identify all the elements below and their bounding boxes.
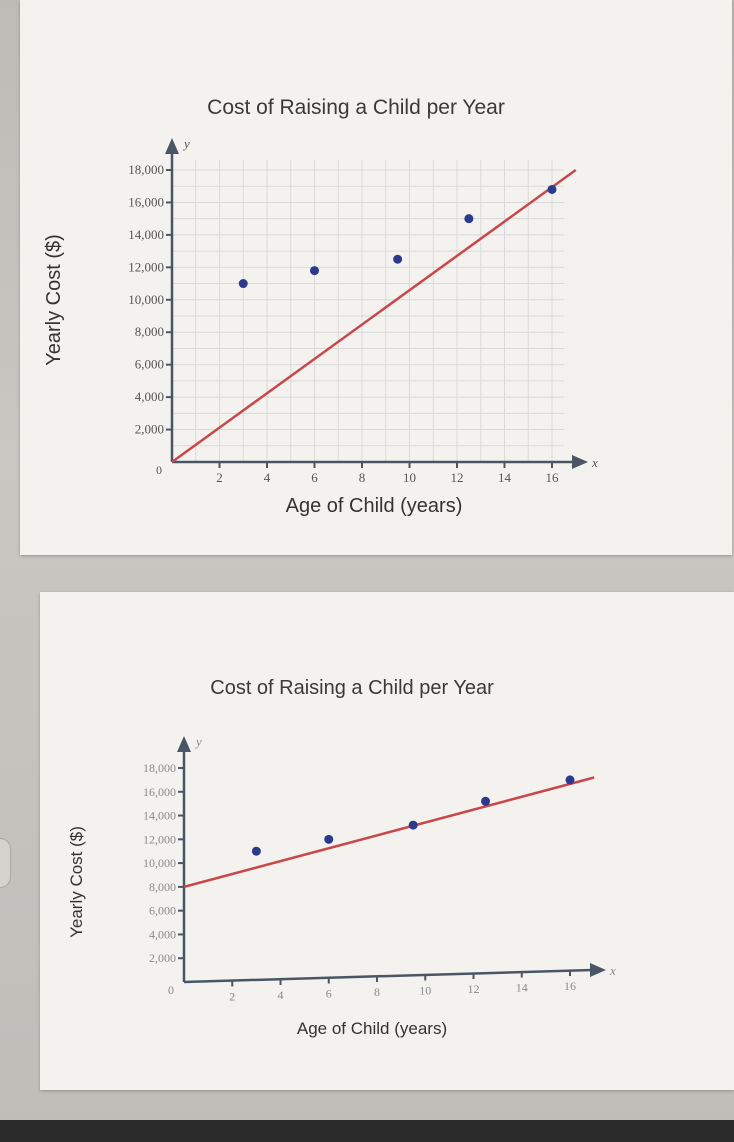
data-point xyxy=(481,796,491,806)
scatter-chart-1: Cost of Raising a Child per Year y x 0 2,000… xyxy=(43,96,598,517)
y-tick-label: 4,000 xyxy=(149,927,176,941)
y-tick-label: 6,000 xyxy=(135,357,164,372)
y-tick-label: 16,000 xyxy=(128,194,164,209)
x-tick-label: 12 xyxy=(451,470,464,485)
data-point xyxy=(324,834,334,844)
trend-line xyxy=(171,168,577,464)
y-tick-label: 2,000 xyxy=(149,951,176,965)
x-tick-label: 14 xyxy=(498,470,512,485)
trend-line xyxy=(183,776,595,889)
y-axis-label: Yearly Cost ($) xyxy=(67,826,86,938)
origin-label: 0 xyxy=(168,983,174,997)
chart-title: Cost of Raising a Child per Year xyxy=(207,96,505,119)
x-tick-label: 4 xyxy=(264,470,271,485)
side-tab xyxy=(0,838,11,888)
x-tick-label: 4 xyxy=(278,988,284,1002)
y-tick-label: 10,000 xyxy=(128,292,164,307)
x-tick-label: 12 xyxy=(468,982,480,996)
x-tick-label: 2 xyxy=(229,990,235,1004)
chart-title: Cost of Raising a Child per Year xyxy=(210,677,494,699)
y-tick-label: 12,000 xyxy=(143,832,176,846)
y-tick-label: 16,000 xyxy=(143,785,176,799)
y-axis-arrow-icon xyxy=(165,138,179,154)
bottom-bezel xyxy=(0,1120,734,1142)
x-tick-label: 10 xyxy=(403,470,416,485)
x-axis-arrow-icon xyxy=(590,963,606,977)
data-point xyxy=(393,254,403,264)
x-tick-label: 8 xyxy=(359,470,366,485)
x-tick-label: 14 xyxy=(516,981,528,995)
origin-label: 0 xyxy=(156,463,162,477)
y-tick-label: 8,000 xyxy=(135,324,164,339)
x-tick-label: 6 xyxy=(326,987,332,1001)
x-tick-label: 2 xyxy=(216,470,223,485)
data-point xyxy=(310,266,319,276)
x-tick-label: 16 xyxy=(546,470,560,485)
y-tick-label: 18,000 xyxy=(128,162,164,177)
y-axis-label: Yearly Cost ($) xyxy=(43,234,65,366)
y-tick-label: 10,000 xyxy=(143,856,176,870)
grid-lines xyxy=(172,160,564,462)
y-tick-label: 8,000 xyxy=(149,880,176,894)
y-tick-label: 12,000 xyxy=(128,259,164,274)
data-point xyxy=(238,279,248,289)
y-tick-label: 14,000 xyxy=(128,227,164,242)
x-tick-label: 16 xyxy=(564,979,576,993)
y-axis-arrow-icon xyxy=(177,736,191,752)
x-axis-letter: x xyxy=(591,455,598,470)
x-axis-label: Age of Child (years) xyxy=(286,495,463,517)
data-point xyxy=(565,775,575,785)
y-tick-label: 6,000 xyxy=(149,904,176,918)
data-point xyxy=(464,214,474,224)
y-axis-letter: y xyxy=(182,136,190,151)
x-axis-letter: x xyxy=(609,963,616,978)
x-axis-line xyxy=(183,968,593,984)
y-tick-label: 4,000 xyxy=(135,389,164,404)
y-tick-label: 2,000 xyxy=(135,422,164,437)
x-axis-label: Age of Child (years) xyxy=(297,1019,447,1038)
scatter-chart-2: Cost of Raising a Child per Year y x 0 2,000… xyxy=(67,677,616,1038)
x-axis-arrow-icon xyxy=(572,455,588,469)
y-tick-label: 18,000 xyxy=(143,761,176,775)
y-tick-label: 14,000 xyxy=(143,809,176,823)
data-point xyxy=(251,846,261,856)
data-point xyxy=(547,184,557,194)
x-tick-label: 8 xyxy=(374,985,380,999)
y-axis-letter: y xyxy=(194,734,202,749)
x-tick-label: 10 xyxy=(419,984,431,998)
answer-option-card-2[interactable]: Cost of Raising a Child per Year y x 0 2,000… xyxy=(40,592,734,1090)
x-tick-label: 6 xyxy=(311,470,318,485)
answer-option-card-1[interactable]: Cost of Raising a Child per Year y x 0 2,000… xyxy=(20,0,732,555)
data-point xyxy=(408,820,418,830)
